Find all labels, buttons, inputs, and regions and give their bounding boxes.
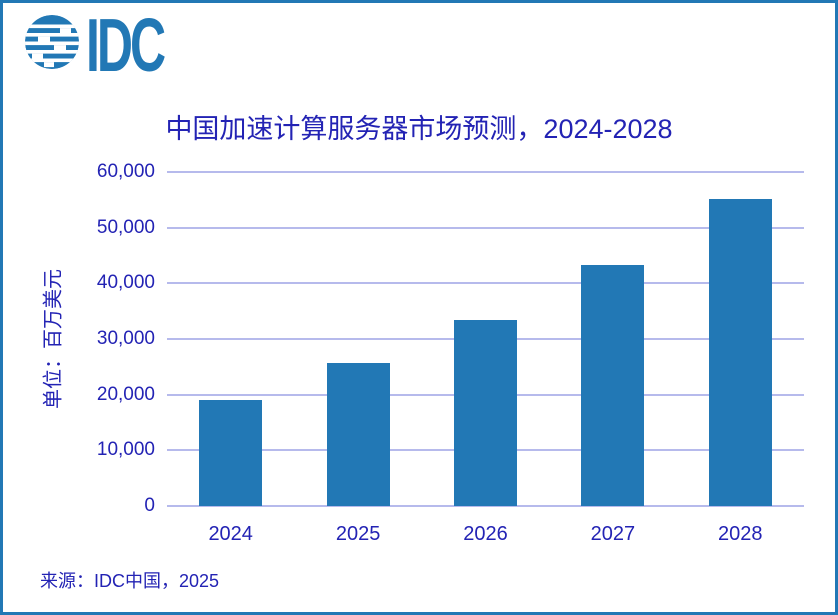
y-tick-label-0: 0 (144, 495, 155, 516)
y-tick-label-20000: 20,000 (96, 383, 155, 405)
y-tick-label-60000: 60,000 (96, 161, 155, 182)
bar-2025 (326, 362, 390, 506)
y-tick-label-50000: 50,000 (96, 216, 155, 238)
y-tick-label-40000: 40,000 (96, 272, 155, 294)
x-tick-label-2025: 2025 (335, 523, 381, 545)
idc-logo: IDC (24, 8, 166, 83)
idc-globe-icon (25, 15, 79, 69)
bar-2026 (454, 319, 517, 506)
gridline-50000 (167, 226, 804, 229)
bar-2027 (581, 264, 645, 506)
plot-area (167, 171, 804, 507)
chart-title: 中国加速计算服务器市场预测，2024-2028 (165, 114, 673, 144)
x-tick-label-2026: 2026 (463, 523, 508, 545)
x-tick-label-2024: 2024 (208, 523, 253, 545)
idc-logo-text: IDC (86, 3, 166, 88)
y-axis-title: 单位：百万美元 (42, 269, 65, 409)
x-tick-label-2027: 2027 (590, 523, 636, 545)
gridline-0 (167, 505, 804, 507)
gridline-60000 (167, 171, 804, 173)
y-tick-label-10000: 10,000 (96, 439, 155, 461)
source-note: 来源：IDC中国，2025 (40, 571, 220, 591)
bar-2024 (199, 400, 263, 506)
gridline-40000 (167, 282, 804, 285)
y-tick-label-30000: 30,000 (96, 328, 155, 349)
bar-2028 (708, 198, 772, 506)
x-tick-label-2028: 2028 (718, 523, 763, 545)
